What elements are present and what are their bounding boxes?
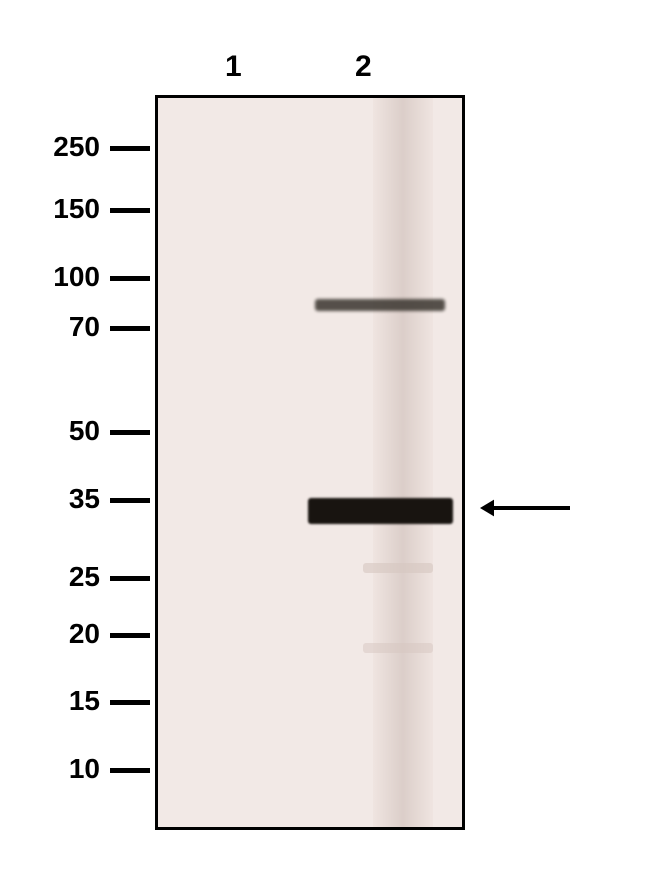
mw-marker-label-100: 100 <box>0 261 100 293</box>
lane2-background-streak <box>373 98 433 827</box>
mw-marker-label-250: 250 <box>0 131 100 163</box>
western-blot-figure: 1 2 250 150 100 70 50 35 25 20 15 10 <box>0 0 650 870</box>
mw-marker-tick-25 <box>110 576 150 581</box>
mw-marker-tick-70 <box>110 326 150 331</box>
mw-marker-tick-50 <box>110 430 150 435</box>
mw-marker-label-70: 70 <box>0 311 100 343</box>
mw-marker-tick-35 <box>110 498 150 503</box>
mw-marker-label-15: 15 <box>0 685 100 717</box>
band-target <box>308 498 453 524</box>
lane-header-1: 1 <box>225 50 242 84</box>
target-band-arrow <box>462 490 588 526</box>
mw-marker-tick-20 <box>110 633 150 638</box>
mw-marker-label-35: 35 <box>0 483 100 515</box>
mw-marker-label-50: 50 <box>0 415 100 447</box>
faint-smear-1 <box>363 643 433 653</box>
faint-smear-0 <box>363 563 433 573</box>
mw-marker-tick-150 <box>110 208 150 213</box>
mw-marker-tick-100 <box>110 276 150 281</box>
lane-header-2: 2 <box>355 50 372 84</box>
mw-marker-tick-15 <box>110 700 150 705</box>
band-upper <box>315 299 445 311</box>
mw-marker-label-10: 10 <box>0 753 100 785</box>
mw-marker-label-20: 20 <box>0 618 100 650</box>
blot-membrane-frame <box>155 95 465 830</box>
mw-marker-label-25: 25 <box>0 561 100 593</box>
mw-marker-tick-250 <box>110 146 150 151</box>
mw-marker-label-150: 150 <box>0 193 100 225</box>
mw-marker-tick-10 <box>110 768 150 773</box>
